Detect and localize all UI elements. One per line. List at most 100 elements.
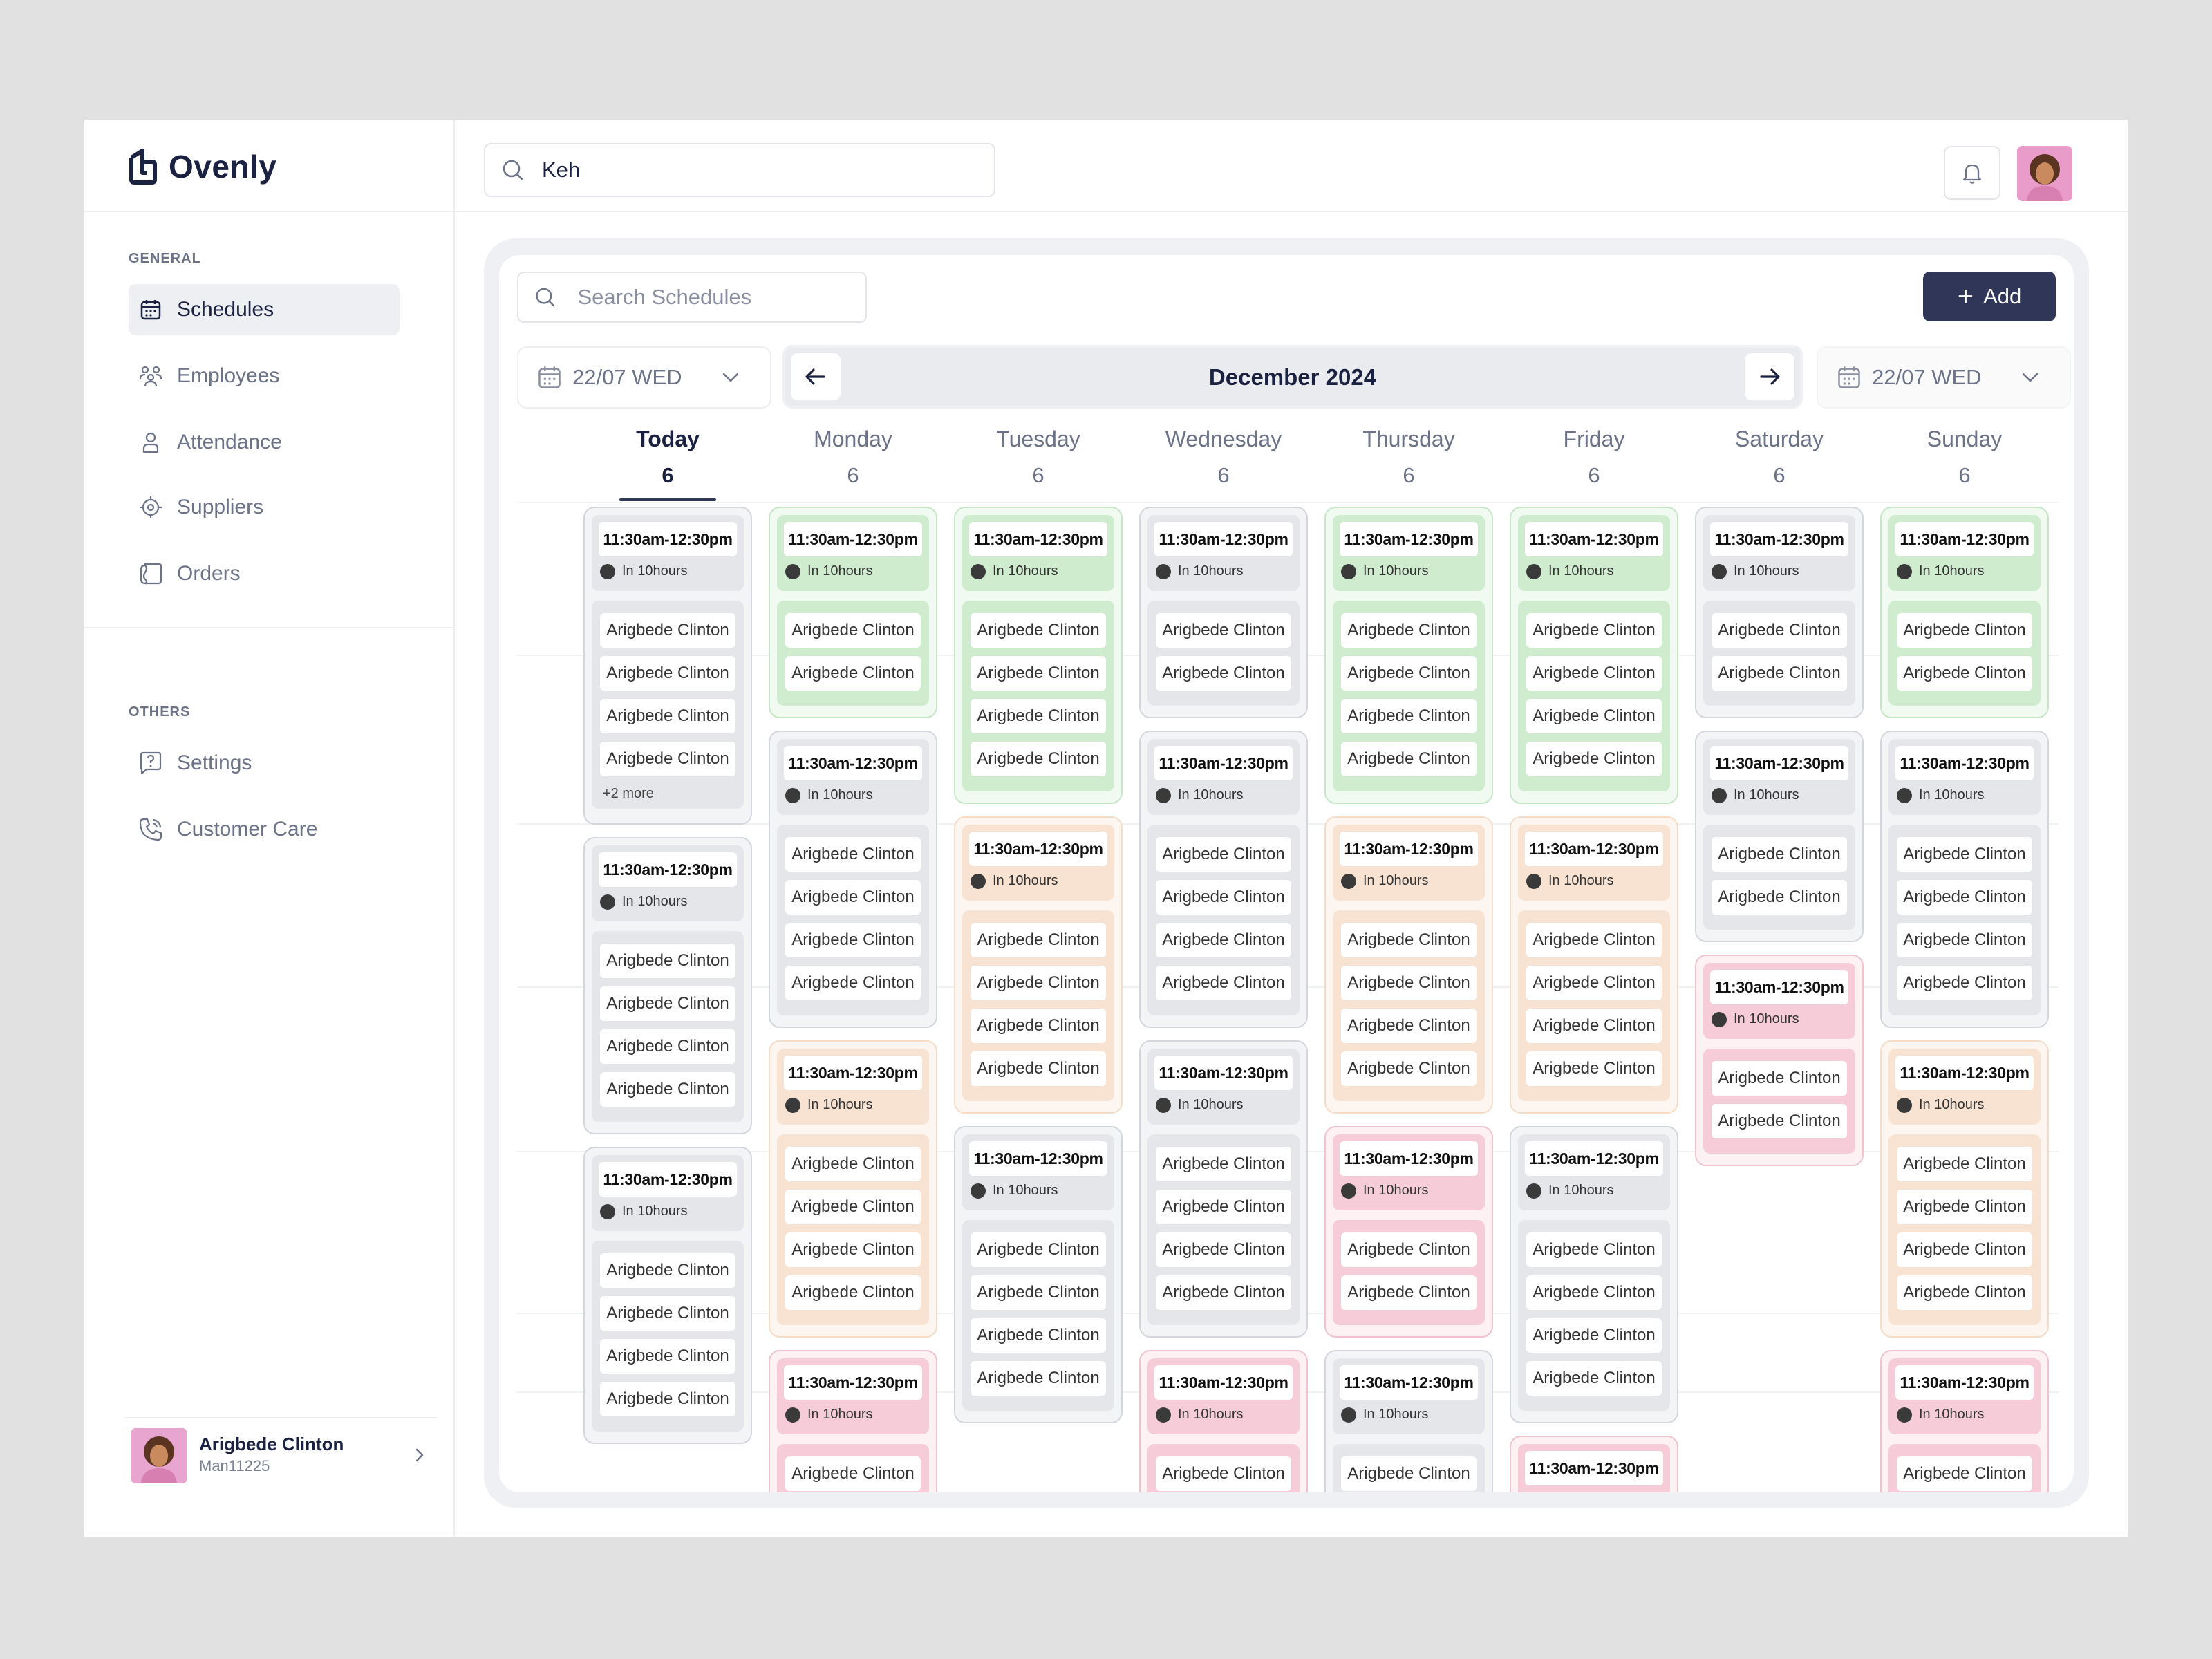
employee-chip[interactable]: Arigbede Clinton <box>1526 1051 1662 1086</box>
employee-chip[interactable]: Arigbede Clinton <box>1897 1147 2032 1181</box>
employee-chip[interactable]: Arigbede Clinton <box>785 923 921 957</box>
employee-chip[interactable]: Arigbede Clinton <box>1712 1104 1847 1138</box>
employee-chip[interactable]: Arigbede Clinton <box>971 656 1106 691</box>
sidebar-item-employees[interactable]: Employees <box>129 350 400 402</box>
employee-chip[interactable]: Arigbede Clinton <box>1897 613 2032 648</box>
shift-card[interactable]: 11:30am-12:30pm In 10hours Arigbede Clinto… <box>1880 507 2049 718</box>
employee-chip[interactable]: Arigbede Clinton <box>1341 656 1477 691</box>
employee-chip[interactable]: Arigbede Clinton <box>1156 613 1291 648</box>
shift-card[interactable]: 11:30am-12:30pm In 10hours Arigbede Clinto… <box>583 1147 752 1444</box>
employee-chip[interactable]: Arigbede Clinton <box>600 1029 735 1064</box>
employee-chip[interactable]: Arigbede Clinton <box>785 1232 921 1267</box>
shift-card[interactable]: 11:30am-12:30pm In 10hours Arigbede Clinto… <box>1324 1126 1493 1338</box>
sidebar-item-attendance[interactable]: Attendance <box>129 417 400 468</box>
employee-chip[interactable]: Arigbede Clinton <box>785 880 921 915</box>
day-header[interactable]: Saturday 6 <box>1694 421 1865 503</box>
employee-chip[interactable]: Arigbede Clinton <box>971 1009 1106 1043</box>
employee-chip[interactable]: Arigbede Clinton <box>600 613 735 648</box>
employee-chip[interactable]: Arigbede Clinton <box>1526 656 1662 691</box>
shift-card[interactable]: 11:30am-12:30pm In 10hours Arigbede Clinto… <box>583 837 752 1134</box>
global-search-input[interactable] <box>541 157 958 183</box>
shift-card[interactable]: 11:30am-12:30pm In 10hours Arigbede Clinto… <box>1880 1350 2049 1492</box>
employee-chip[interactable]: Arigbede Clinton <box>1156 966 1291 1000</box>
shift-card[interactable]: 11:30am-12:30pm In 10hours Arigbede Clinto… <box>769 1350 937 1492</box>
employee-chip[interactable]: Arigbede Clinton <box>1156 923 1291 957</box>
employee-chip[interactable]: Arigbede Clinton <box>600 742 735 776</box>
employee-chip[interactable]: Arigbede Clinton <box>971 923 1106 957</box>
shift-card[interactable]: 11:30am-12:30pm In 10hours Arigbede Clinto… <box>583 507 752 825</box>
employee-chip[interactable]: Arigbede Clinton <box>600 1382 735 1416</box>
employee-chip[interactable]: Arigbede Clinton <box>1526 1232 1662 1267</box>
add-button[interactable]: + Add <box>1923 272 2056 321</box>
employee-chip[interactable]: Arigbede Clinton <box>785 656 921 691</box>
employee-chip[interactable]: Arigbede Clinton <box>1341 1009 1477 1043</box>
shift-card[interactable]: 11:30am-12:30pm In 10hours Arigbede Clinto… <box>769 507 937 718</box>
employee-chip[interactable]: Arigbede Clinton <box>1526 742 1662 776</box>
shift-card[interactable]: 11:30am-12:30pm In 10hours Arigbede Clinto… <box>1510 507 1678 804</box>
employee-chip[interactable]: Arigbede Clinton <box>1526 1275 1662 1310</box>
employee-chip[interactable]: Arigbede Clinton <box>971 1275 1106 1310</box>
day-header[interactable]: Tuesday 6 <box>953 421 1124 503</box>
employee-chip[interactable]: Arigbede Clinton <box>600 986 735 1021</box>
employee-chip[interactable]: Arigbede Clinton <box>1156 1190 1291 1224</box>
employee-chip[interactable]: Arigbede Clinton <box>600 944 735 978</box>
employee-chip[interactable]: Arigbede Clinton <box>1341 1051 1477 1086</box>
end-date-select[interactable]: 22/07 WED <box>1817 346 2071 409</box>
employee-chip[interactable]: Arigbede Clinton <box>1897 656 2032 691</box>
employee-chip[interactable]: Arigbede Clinton <box>971 1361 1106 1396</box>
employee-chip[interactable]: Arigbede Clinton <box>1526 1361 1662 1396</box>
sidebar-item-schedules[interactable]: Schedules <box>129 284 400 335</box>
shift-card[interactable]: 11:30am-12:30pm In 10hours Arigbede Clinto… <box>1324 507 1493 804</box>
employee-chip[interactable]: Arigbede Clinton <box>785 1275 921 1310</box>
sidebar-item-suppliers[interactable]: Suppliers <box>129 482 400 533</box>
employee-chip[interactable]: Arigbede Clinton <box>1712 656 1847 691</box>
employee-chip[interactable]: Arigbede Clinton <box>600 1296 735 1331</box>
day-header[interactable]: Today 6 <box>582 421 753 503</box>
day-header[interactable]: Friday 6 <box>1508 421 1680 503</box>
employee-chip[interactable]: Arigbede Clinton <box>1156 1232 1291 1267</box>
employee-chip[interactable]: Arigbede Clinton <box>1156 837 1291 872</box>
employee-chip[interactable]: Arigbede Clinton <box>1712 837 1847 872</box>
employee-chip[interactable]: Arigbede Clinton <box>1712 880 1847 915</box>
employee-chip[interactable]: Arigbede Clinton <box>1156 1456 1291 1491</box>
shift-card[interactable]: 11:30am-12:30pm In 10hours Arigbede Clinto… <box>1695 955 1864 1166</box>
start-date-select[interactable]: 22/07 WED <box>517 346 771 409</box>
employee-chip[interactable]: Arigbede Clinton <box>971 1318 1106 1353</box>
employee-chip[interactable]: Arigbede Clinton <box>1156 656 1291 691</box>
employee-chip[interactable]: Arigbede Clinton <box>785 837 921 872</box>
employee-chip[interactable]: Arigbede Clinton <box>1341 966 1477 1000</box>
shift-card[interactable]: 11:30am-12:30pm In 10hours Arigbede Clinto… <box>954 507 1123 804</box>
employee-chip[interactable]: Arigbede Clinton <box>600 1253 735 1288</box>
employee-chip[interactable]: Arigbede Clinton <box>1897 837 2032 872</box>
employee-chip[interactable]: Arigbede Clinton <box>1341 923 1477 957</box>
employee-chip[interactable]: Arigbede Clinton <box>1341 699 1477 733</box>
chevron-right-icon[interactable] <box>409 1445 430 1465</box>
employee-chip[interactable]: Arigbede Clinton <box>1156 880 1291 915</box>
employee-chip[interactable]: Arigbede Clinton <box>600 1072 735 1107</box>
shift-card[interactable]: 11:30am-12:30pm In 10hours Arigbede Clinto… <box>954 816 1123 1114</box>
employee-chip[interactable]: Arigbede Clinton <box>1712 1061 1847 1096</box>
employee-chip[interactable]: Arigbede Clinton <box>1341 742 1477 776</box>
user-profile-card[interactable]: Arigbede Clinton Man11225 <box>124 1417 437 1489</box>
global-search[interactable] <box>484 143 995 197</box>
notifications-button[interactable] <box>1944 146 2000 200</box>
employee-chip[interactable]: Arigbede Clinton <box>1156 1275 1291 1310</box>
employee-chip[interactable]: Arigbede Clinton <box>1897 1275 2032 1310</box>
employee-chip[interactable]: Arigbede Clinton <box>1341 613 1477 648</box>
next-month-button[interactable] <box>1745 353 1794 400</box>
shift-card[interactable]: 11:30am-12:30pm In 10hours Arigbede Clinto… <box>1139 731 1308 1028</box>
sidebar-item-orders[interactable]: Orders <box>129 548 400 599</box>
day-header[interactable]: Sunday 6 <box>1879 421 2050 503</box>
employee-chip[interactable]: Arigbede Clinton <box>1526 1009 1662 1043</box>
shift-card[interactable]: 11:30am-12:30pm In 10hours Arigbede Clinto… <box>769 1040 937 1338</box>
employee-chip[interactable]: Arigbede Clinton <box>1341 1275 1477 1310</box>
shift-card[interactable]: 11:30am-12:30pm In 10hours Arigbede Clinto… <box>1510 816 1678 1114</box>
previous-month-button[interactable] <box>791 353 841 400</box>
employee-chip[interactable]: Arigbede Clinton <box>1712 613 1847 648</box>
employee-chip[interactable]: Arigbede Clinton <box>1341 1456 1477 1491</box>
employee-chip[interactable]: Arigbede Clinton <box>600 699 735 733</box>
day-header[interactable]: Thursday 6 <box>1323 421 1494 503</box>
employee-chip[interactable]: Arigbede Clinton <box>600 1339 735 1374</box>
day-header[interactable]: Wednesday 6 <box>1138 421 1309 503</box>
employee-chip[interactable]: Arigbede Clinton <box>1526 966 1662 1000</box>
